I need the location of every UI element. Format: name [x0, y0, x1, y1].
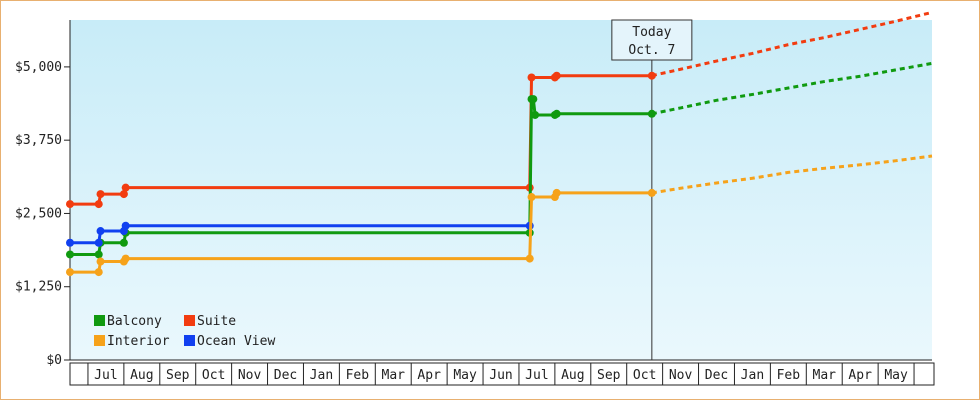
series-forecast-balcony — [651, 61, 933, 116]
point-interior — [525, 254, 534, 263]
point-ocean-view — [96, 227, 105, 236]
y-tick-label: $0 — [46, 353, 62, 368]
x-tick-label: Jan — [741, 368, 764, 383]
legend-swatch-suite — [184, 315, 195, 326]
x-tick-label: Feb — [346, 368, 370, 383]
x-tick-label: Sep — [166, 368, 190, 383]
y-tick-label: $5,000 — [15, 60, 62, 75]
x-tick-label: Oct — [202, 368, 225, 383]
y-tick-label: $3,750 — [15, 133, 62, 148]
x-tick-label: Dec — [705, 368, 728, 383]
point-suite — [647, 71, 656, 80]
y-tick-label: $1,250 — [15, 280, 62, 295]
point-suite — [94, 200, 103, 209]
legend-swatch-balcony — [94, 315, 105, 326]
x-tick-label: Jul — [525, 368, 548, 383]
legend-swatch-interior — [94, 335, 105, 346]
x-tick-label: Jan — [310, 368, 333, 383]
x-tick-label: May — [453, 368, 477, 383]
legend: Balcony Suite Interior Ocean View — [94, 314, 275, 349]
legend-label-balcony: Balcony — [107, 314, 162, 329]
point-interior — [527, 193, 536, 202]
point-balcony — [647, 109, 656, 118]
series-line-ocean-view — [70, 224, 530, 245]
legend-label-suite: Suite — [197, 314, 236, 329]
plot-area — [70, 20, 932, 360]
x-tick-label: Nov — [669, 368, 693, 383]
point-suite — [121, 183, 130, 192]
x-tick-label: Feb — [777, 368, 801, 383]
today-label-line2: Oct. 7 — [628, 43, 675, 58]
today-label-box — [611, 19, 693, 61]
point-suite — [119, 190, 128, 199]
x-tick-label: Jun — [489, 368, 512, 383]
y-tick-label: $2,500 — [15, 206, 62, 221]
point-balcony — [66, 250, 74, 259]
point-interior — [121, 254, 130, 263]
today-marker: Today Oct. 7 — [611, 19, 693, 360]
point-interior — [647, 188, 656, 197]
legend-label-interior: Interior — [107, 334, 170, 349]
x-tick-label: Mar — [382, 368, 406, 383]
point-interior — [66, 268, 74, 277]
series-forecast-suite — [651, 10, 933, 78]
x-tick-label: Nov — [238, 368, 262, 383]
point-ocean-view — [121, 221, 130, 230]
point-suite — [527, 73, 536, 82]
point-balcony — [531, 110, 540, 119]
point-balcony — [529, 95, 538, 104]
point-interior — [552, 188, 561, 197]
legend-label-ocean-view: Ocean View — [197, 334, 275, 349]
point-interior — [96, 257, 105, 266]
x-axis: Jul Aug Sep Oct Nov Dec Jan Feb Mar Apr May Jun Jul A… — [69, 359, 935, 386]
point-ocean-view — [66, 238, 74, 247]
x-tick-label: Apr — [848, 368, 872, 383]
series-layer — [66, 10, 933, 277]
point-suite — [66, 200, 74, 209]
x-axis-band — [69, 362, 935, 386]
x-tick-label: Mar — [813, 368, 837, 383]
point-balcony — [119, 238, 128, 247]
x-tick-label: Aug — [130, 368, 153, 383]
x-tick-label: Sep — [597, 368, 621, 383]
y-axis: $0 $1,250 $2,500 $3,750 $5,000 — [15, 20, 71, 368]
point-suite — [96, 190, 105, 199]
legend-swatch-ocean-view — [184, 335, 195, 346]
x-tick-label: Aug — [561, 368, 584, 383]
today-label-line1: Today — [632, 25, 671, 40]
x-tick-label: Oct — [633, 368, 656, 383]
x-tick-label: Jul — [94, 368, 117, 383]
x-tick-label: Apr — [417, 368, 441, 383]
point-suite — [552, 71, 561, 80]
point-balcony — [552, 109, 561, 118]
series-forecast-interior — [651, 154, 933, 195]
point-interior — [94, 268, 103, 277]
point-balcony — [94, 250, 103, 259]
x-tick-label: Dec — [274, 368, 297, 383]
x-tick-label: May — [884, 368, 908, 383]
point-ocean-view — [94, 238, 103, 247]
